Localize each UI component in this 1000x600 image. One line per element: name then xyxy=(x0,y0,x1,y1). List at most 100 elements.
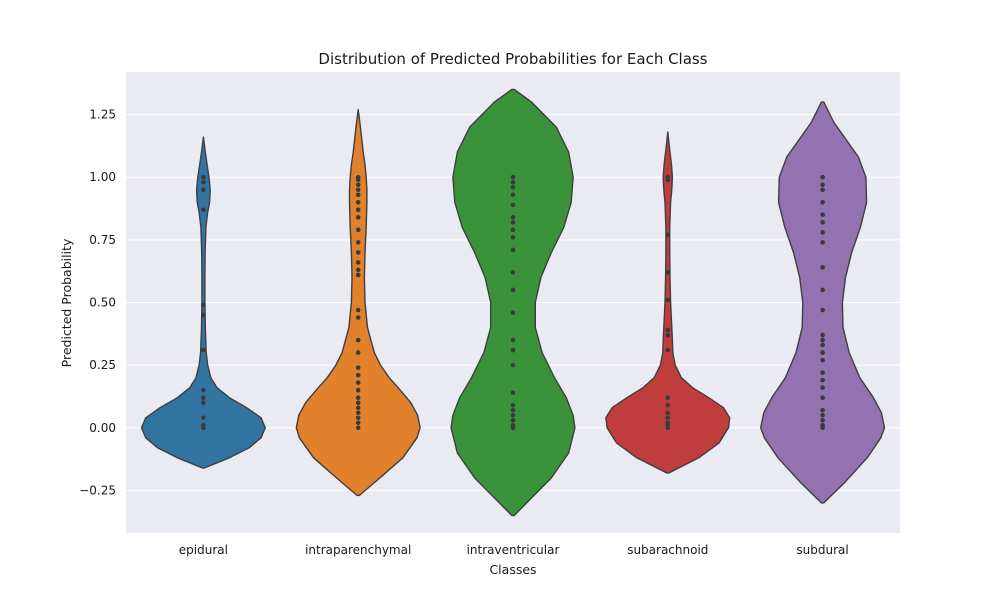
data-point xyxy=(355,405,361,411)
data-point xyxy=(510,362,516,368)
chart-title: Distribution of Predicted Probabilities … xyxy=(318,50,707,68)
data-point xyxy=(665,410,671,416)
violins xyxy=(140,88,886,517)
data-point xyxy=(820,337,825,343)
x-tick-label: epidural xyxy=(179,543,228,557)
data-point xyxy=(510,179,516,185)
data-point xyxy=(355,372,361,378)
data-point xyxy=(665,327,671,333)
data-point xyxy=(201,312,206,318)
data-point xyxy=(355,260,361,265)
violin-subdural xyxy=(760,101,886,504)
data-point xyxy=(510,174,516,180)
data-point xyxy=(510,227,516,233)
data-point xyxy=(665,402,671,408)
data-point xyxy=(820,220,825,225)
data-point xyxy=(355,365,361,370)
data-point xyxy=(820,287,825,293)
violin-intraventricular xyxy=(450,88,576,517)
x-tick-labels: epidural intraparenchymal intraventricular… xyxy=(179,543,849,557)
data-point xyxy=(355,410,361,416)
data-point xyxy=(820,174,825,180)
data-point xyxy=(355,337,361,343)
data-point xyxy=(510,417,516,423)
data-point xyxy=(665,347,671,353)
data-point xyxy=(510,287,516,293)
data-point xyxy=(820,412,825,418)
data-point xyxy=(355,199,361,205)
data-point xyxy=(355,207,361,213)
data-point xyxy=(820,332,825,338)
data-point xyxy=(510,215,516,220)
data-point xyxy=(355,400,361,406)
data-point xyxy=(510,402,516,408)
data-point xyxy=(510,270,516,275)
data-point xyxy=(820,187,825,193)
data-point xyxy=(820,240,825,245)
data-point xyxy=(820,342,825,348)
data-point xyxy=(355,250,361,255)
x-axis-label: Classes xyxy=(489,562,536,577)
data-point xyxy=(355,182,361,188)
y-tick-label: 1.25 xyxy=(89,108,116,122)
y-tick-label: 1.00 xyxy=(89,170,116,184)
violin-intraparenchymal xyxy=(295,108,421,497)
data-point xyxy=(510,347,516,353)
data-point xyxy=(201,415,206,421)
y-tick-label: 0.75 xyxy=(89,233,116,247)
data-point xyxy=(820,182,825,188)
data-point xyxy=(820,417,825,423)
data-point xyxy=(355,267,361,273)
data-point xyxy=(201,179,206,185)
data-point xyxy=(820,199,825,205)
y-axis-label: Predicted Probability xyxy=(59,238,74,367)
x-tick-label: subarachnoid xyxy=(627,543,708,557)
x-tick-label: subdural xyxy=(796,543,848,557)
x-tick-label: intraparenchymal xyxy=(305,543,411,557)
data-point xyxy=(820,350,825,355)
data-point xyxy=(665,270,671,275)
data-point xyxy=(355,174,361,180)
data-point xyxy=(820,377,825,383)
data-point xyxy=(820,357,825,363)
data-point xyxy=(510,202,516,208)
data-point xyxy=(355,187,361,193)
data-point xyxy=(355,272,361,278)
data-point xyxy=(201,302,206,308)
data-point xyxy=(820,395,825,401)
data-point xyxy=(355,307,361,313)
data-point xyxy=(201,174,206,180)
data-point xyxy=(510,192,516,198)
data-point xyxy=(201,187,206,193)
violin-epidural xyxy=(140,136,266,469)
data-point xyxy=(820,370,825,375)
data-point xyxy=(665,395,671,401)
data-point xyxy=(665,232,671,238)
data-point xyxy=(201,387,206,393)
y-tick-label: −0.25 xyxy=(79,483,116,497)
data-point xyxy=(510,184,516,190)
data-point xyxy=(510,310,516,315)
y-tick-labels: −0.25 0.00 0.25 0.50 0.75 1.00 1.25 xyxy=(79,108,116,498)
data-point xyxy=(355,415,361,421)
data-point xyxy=(355,315,361,320)
data-point xyxy=(201,207,206,213)
data-point xyxy=(820,407,825,413)
x-tick-label: intraventricular xyxy=(467,543,560,557)
data-point xyxy=(820,385,825,390)
data-point xyxy=(510,412,516,418)
data-point xyxy=(355,420,361,426)
data-point xyxy=(201,347,206,353)
data-point xyxy=(665,415,671,421)
y-tick-label: 0.25 xyxy=(89,358,116,372)
data-point xyxy=(510,390,516,395)
data-point xyxy=(665,332,671,338)
data-point xyxy=(510,220,516,225)
data-point xyxy=(820,422,825,428)
data-point xyxy=(355,395,361,401)
data-point xyxy=(201,422,206,428)
data-point xyxy=(201,395,206,401)
data-point xyxy=(665,420,671,426)
data-point xyxy=(665,174,671,180)
